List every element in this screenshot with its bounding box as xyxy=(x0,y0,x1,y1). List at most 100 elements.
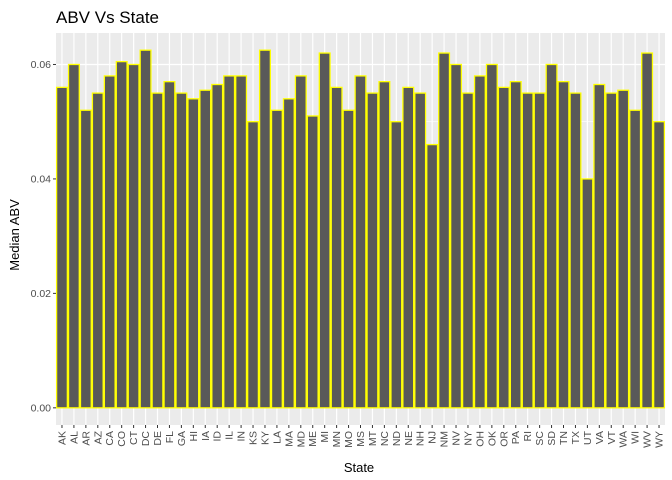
x-tick-label-mn: MN xyxy=(331,431,343,447)
bar-me xyxy=(306,115,319,409)
bar-oh xyxy=(473,75,486,409)
bar-sd xyxy=(545,63,558,409)
bar-ct xyxy=(127,63,140,409)
bar-md xyxy=(294,75,307,409)
x-tick-label-mo: MO xyxy=(343,431,355,448)
x-tick-label-mt: MT xyxy=(367,430,379,446)
x-tick-label-al: AL xyxy=(68,431,80,444)
x-tick-label-in: IN xyxy=(236,431,248,442)
bar-tx xyxy=(569,92,582,409)
x-tick-label-wv: WV xyxy=(642,431,654,448)
x-tick-label-az: AZ xyxy=(92,430,104,444)
bar-az xyxy=(91,92,104,409)
bar-mi xyxy=(318,52,331,409)
bar-nv xyxy=(450,63,463,409)
bar-va xyxy=(593,83,606,409)
bar-nj xyxy=(426,143,439,409)
y-tick-label: 0.00 xyxy=(31,402,52,414)
x-tick-label-nj: NJ xyxy=(427,431,439,444)
x-tick-label-va: VA xyxy=(594,431,606,444)
x-tick-label-nm: NM xyxy=(439,431,451,447)
x-tick-label-nv: NV xyxy=(451,431,463,446)
x-tick-label-pa: PA xyxy=(510,431,522,444)
x-tick-label-fl: FL xyxy=(164,431,176,443)
x-tick-label-wa: WA xyxy=(618,431,630,448)
bar-id xyxy=(211,83,224,409)
bar-de xyxy=(151,92,164,409)
x-tick-label-sc: SC xyxy=(534,431,546,446)
x-tick-label-ak: AK xyxy=(56,431,68,445)
x-tick-label-ny: NY xyxy=(462,431,474,446)
x-tick-label-co: CO xyxy=(116,431,128,447)
bar-in xyxy=(235,75,248,409)
bar-dc xyxy=(139,49,152,409)
bar-ri xyxy=(521,92,534,409)
x-tick-label-ct: CT xyxy=(128,430,140,445)
y-axis: 0.00 0.02 0.04 0.06 xyxy=(31,59,56,414)
bar-nm xyxy=(438,52,451,409)
bar-wi xyxy=(629,109,642,409)
x-tick-label-ga: GA xyxy=(176,431,188,446)
x-tick-label-il: IL xyxy=(224,431,236,440)
bar-ny xyxy=(461,92,474,409)
bar-il xyxy=(223,75,236,409)
x-tick-label-sd: SD xyxy=(546,431,558,446)
bar-la xyxy=(270,109,283,409)
x-tick-label-me: ME xyxy=(307,431,319,447)
bar-ak xyxy=(55,86,68,409)
bar-series xyxy=(55,49,666,409)
x-tick-label-ca: CA xyxy=(104,431,116,446)
bar-ca xyxy=(103,75,116,409)
bar-wv xyxy=(641,52,654,409)
bar-tn xyxy=(557,80,570,409)
x-tick-label-ky: KY xyxy=(259,431,271,445)
x-tick-label-de: DE xyxy=(152,431,164,446)
x-axis-title: State xyxy=(344,460,374,475)
bar-hi xyxy=(187,98,200,409)
bar-sc xyxy=(533,92,546,409)
x-tick-label-dc: DC xyxy=(140,431,152,447)
x-tick-label-md: MD xyxy=(295,431,307,448)
x-tick-label-la: LA xyxy=(271,431,283,444)
bar-nh xyxy=(414,92,427,409)
x-tick-label-ia: IA xyxy=(200,431,212,441)
bar-ut xyxy=(581,178,594,409)
x-tick-label-mi: MI xyxy=(319,431,331,443)
x-tick-label-ut: UT xyxy=(582,430,594,445)
x-tick-label-nh: NH xyxy=(415,431,427,446)
x-tick-label-wy: WY xyxy=(654,431,666,448)
x-tick-label-or: OR xyxy=(498,431,510,447)
x-tick-label-ok: OK xyxy=(486,431,498,446)
bar-nc xyxy=(378,80,391,409)
bar-co xyxy=(115,60,128,409)
x-tick-label-nc: NC xyxy=(379,431,391,447)
bar-wy xyxy=(653,121,666,409)
x-tick-label-hi: HI xyxy=(188,431,200,442)
bar-al xyxy=(67,63,80,409)
bar-nd xyxy=(390,121,403,409)
x-tick-label-tx: TX xyxy=(570,431,582,444)
bar-or xyxy=(497,86,510,409)
x-tick-label-ms: MS xyxy=(355,431,367,447)
x-tick-label-nd: ND xyxy=(391,431,403,447)
x-tick-label-ne: NE xyxy=(403,431,415,446)
x-tick-label-tn: TN xyxy=(558,431,570,445)
x-tick-label-vt: VT xyxy=(606,430,618,444)
x-tick-label-id: ID xyxy=(212,431,224,442)
x-tick-label-ri: RI xyxy=(522,431,534,442)
bar-ok xyxy=(485,63,498,409)
bar-ga xyxy=(175,92,188,409)
bar-pa xyxy=(509,80,522,409)
y-tick-label: 0.06 xyxy=(31,59,52,71)
bar-fl xyxy=(163,80,176,409)
bar-ks xyxy=(247,121,260,409)
y-tick-label: 0.04 xyxy=(31,173,52,185)
y-axis-title: Median ABV xyxy=(7,199,22,271)
bar-mt xyxy=(366,92,379,409)
x-tick-label-ar: AR xyxy=(80,431,92,446)
bar-wa xyxy=(617,89,630,409)
bar-ma xyxy=(282,98,295,409)
bar-ia xyxy=(199,89,212,409)
x-tick-label-ma: MA xyxy=(283,431,295,447)
